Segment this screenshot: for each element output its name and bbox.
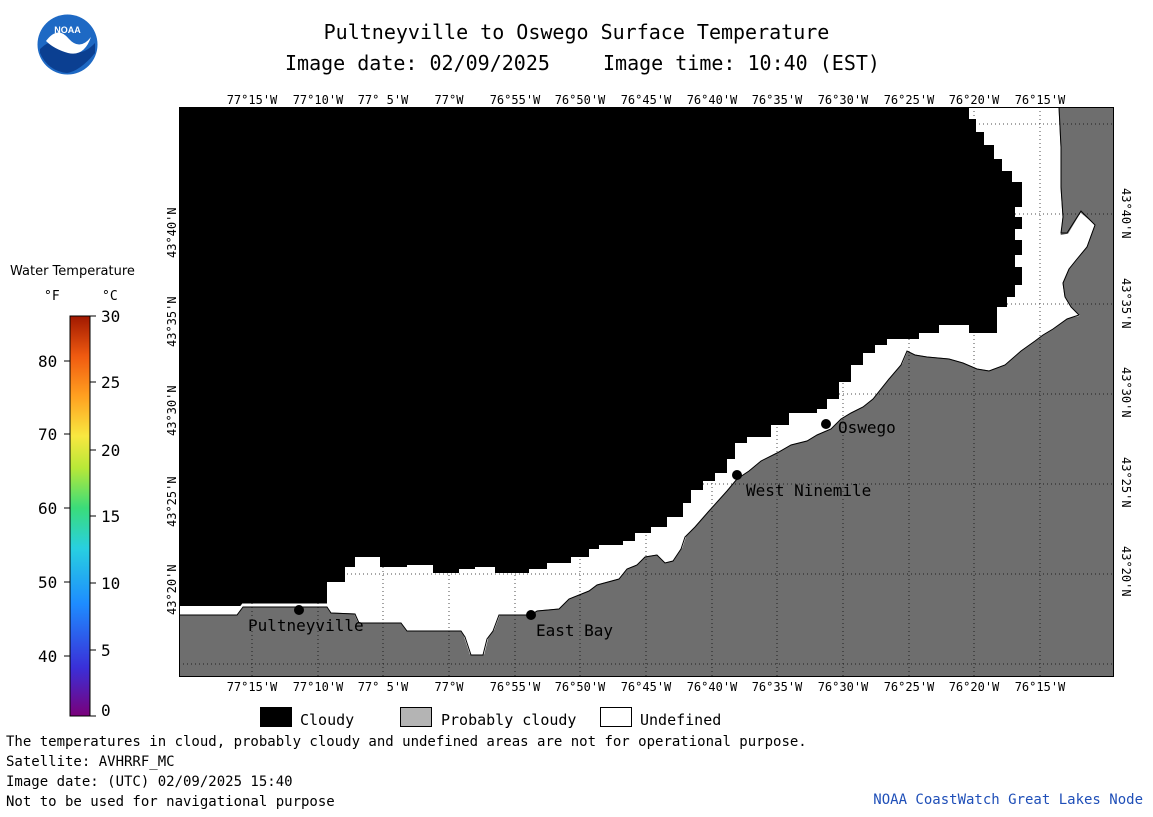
legend-label-undefined: Undefined: [640, 711, 722, 729]
note-navigation: Not to be used for navigational purpose: [6, 794, 335, 810]
pultneyville-marker[interactable]: [294, 605, 304, 615]
lon-label: 76°15'W: [1014, 93, 1066, 107]
c-tick-20: 20: [101, 441, 121, 460]
note-satellite: Satellite: AVHRRF_MC: [6, 754, 175, 770]
graticule: [179, 107, 1114, 677]
lat-label: 43°30'N: [1119, 367, 1133, 418]
map-title: Pultneyville to Oswego Surface Temperatu…: [323, 20, 830, 44]
unit-fahrenheit: °F: [44, 289, 60, 304]
lon-label: 77°W: [434, 93, 464, 107]
lat-label: 43°25'N: [1119, 457, 1133, 508]
lon-label: 76°25'W: [883, 680, 935, 694]
f-tick-40: 40: [38, 647, 58, 666]
c-tick-5: 5: [101, 641, 111, 660]
lon-label: 76°50'W: [554, 680, 606, 694]
land-area: [179, 107, 1114, 677]
lon-label: 76°30'W: [817, 93, 869, 107]
lon-label: 77°10'W: [292, 680, 344, 694]
noaa-logo: NOAA: [37, 14, 98, 75]
lon-label: 76°35'W: [751, 93, 803, 107]
lat-label: 43°30'N: [165, 385, 179, 436]
f-tick-60: 60: [38, 499, 58, 518]
image-time: Image time: 10:40 (EST): [603, 51, 880, 75]
lat-label: 43°40'N: [1119, 188, 1133, 239]
legend-swatch-cloudy: [260, 707, 292, 727]
west-ninemile-marker[interactable]: [732, 470, 742, 480]
lon-label: 77° 5'W: [357, 680, 409, 694]
lon-label: 76°50'W: [554, 93, 606, 107]
lon-label: 76°55'W: [489, 93, 541, 107]
lon-label: 76°45'W: [620, 93, 672, 107]
oswego-marker[interactable]: [821, 419, 831, 429]
noaa-logo-text: NOAA: [54, 25, 81, 35]
map-canvas[interactable]: [179, 107, 1114, 677]
lon-label: 76°15'W: [1014, 680, 1066, 694]
place-label-east-bay: East Bay: [536, 621, 614, 640]
note-utc-date: Image date: (UTC) 02/09/2025 15:40: [6, 774, 293, 790]
lat-label: 43°35'N: [1119, 278, 1133, 329]
credit-link[interactable]: NOAA CoastWatch Great Lakes Node: [873, 792, 1143, 808]
f-tick-70: 70: [38, 425, 58, 444]
lat-label: 43°20'N: [1119, 546, 1133, 597]
lon-label: 77°10'W: [292, 93, 344, 107]
image-date: Image date: 02/09/2025: [285, 51, 550, 75]
map-frame: [179, 107, 1114, 677]
place-label-west-ninemile: West Ninemile: [746, 481, 872, 500]
lon-label: 77° 5'W: [357, 93, 409, 107]
unit-celsius: °C: [102, 289, 118, 304]
colorbar-title: Water Temperature: [10, 264, 135, 279]
lat-label: 43°40'N: [165, 207, 179, 258]
c-tick-10: 10: [101, 574, 121, 593]
lat-label: 43°20'N: [165, 564, 179, 615]
c-tick-0: 0: [101, 701, 111, 720]
lon-label: 76°20'W: [948, 680, 1000, 694]
legend-label-cloudy: Cloudy: [300, 711, 355, 729]
lat-label: 43°25'N: [165, 476, 179, 527]
lat-label: 43°35'N: [165, 296, 179, 347]
legend-swatch-probably-cloudy: [400, 707, 432, 727]
c-tick-30: 30: [101, 307, 121, 326]
lon-label: 77°15'W: [226, 680, 278, 694]
c-tick-15: 15: [101, 507, 121, 526]
temperature-colorbar: [64, 315, 96, 717]
lon-label: 76°40'W: [686, 93, 738, 107]
note-disclaimer: The temperatures in cloud, probably clou…: [6, 734, 807, 750]
coastline-outline: [179, 107, 1096, 656]
lon-label: 76°55'W: [489, 680, 541, 694]
legend-label-probably-cloudy: Probably cloudy: [441, 711, 577, 729]
lon-label: 76°35'W: [751, 680, 803, 694]
lon-label: 76°45'W: [620, 680, 672, 694]
lon-label: 76°20'W: [948, 93, 1000, 107]
lon-label: 77°W: [434, 680, 464, 694]
lon-label: 76°40'W: [686, 680, 738, 694]
c-tick-25: 25: [101, 373, 121, 392]
f-tick-50: 50: [38, 573, 58, 592]
lon-label: 76°25'W: [883, 93, 935, 107]
place-label-oswego: Oswego: [838, 418, 896, 437]
lon-label: 77°15'W: [226, 93, 278, 107]
lon-label: 76°30'W: [817, 680, 869, 694]
place-label-pultneyville: Pultneyville: [248, 616, 364, 635]
cloud-area: [179, 107, 1022, 606]
legend-swatch-undefined: [600, 707, 632, 727]
east-bay-marker[interactable]: [526, 610, 536, 620]
f-tick-80: 80: [38, 352, 58, 371]
